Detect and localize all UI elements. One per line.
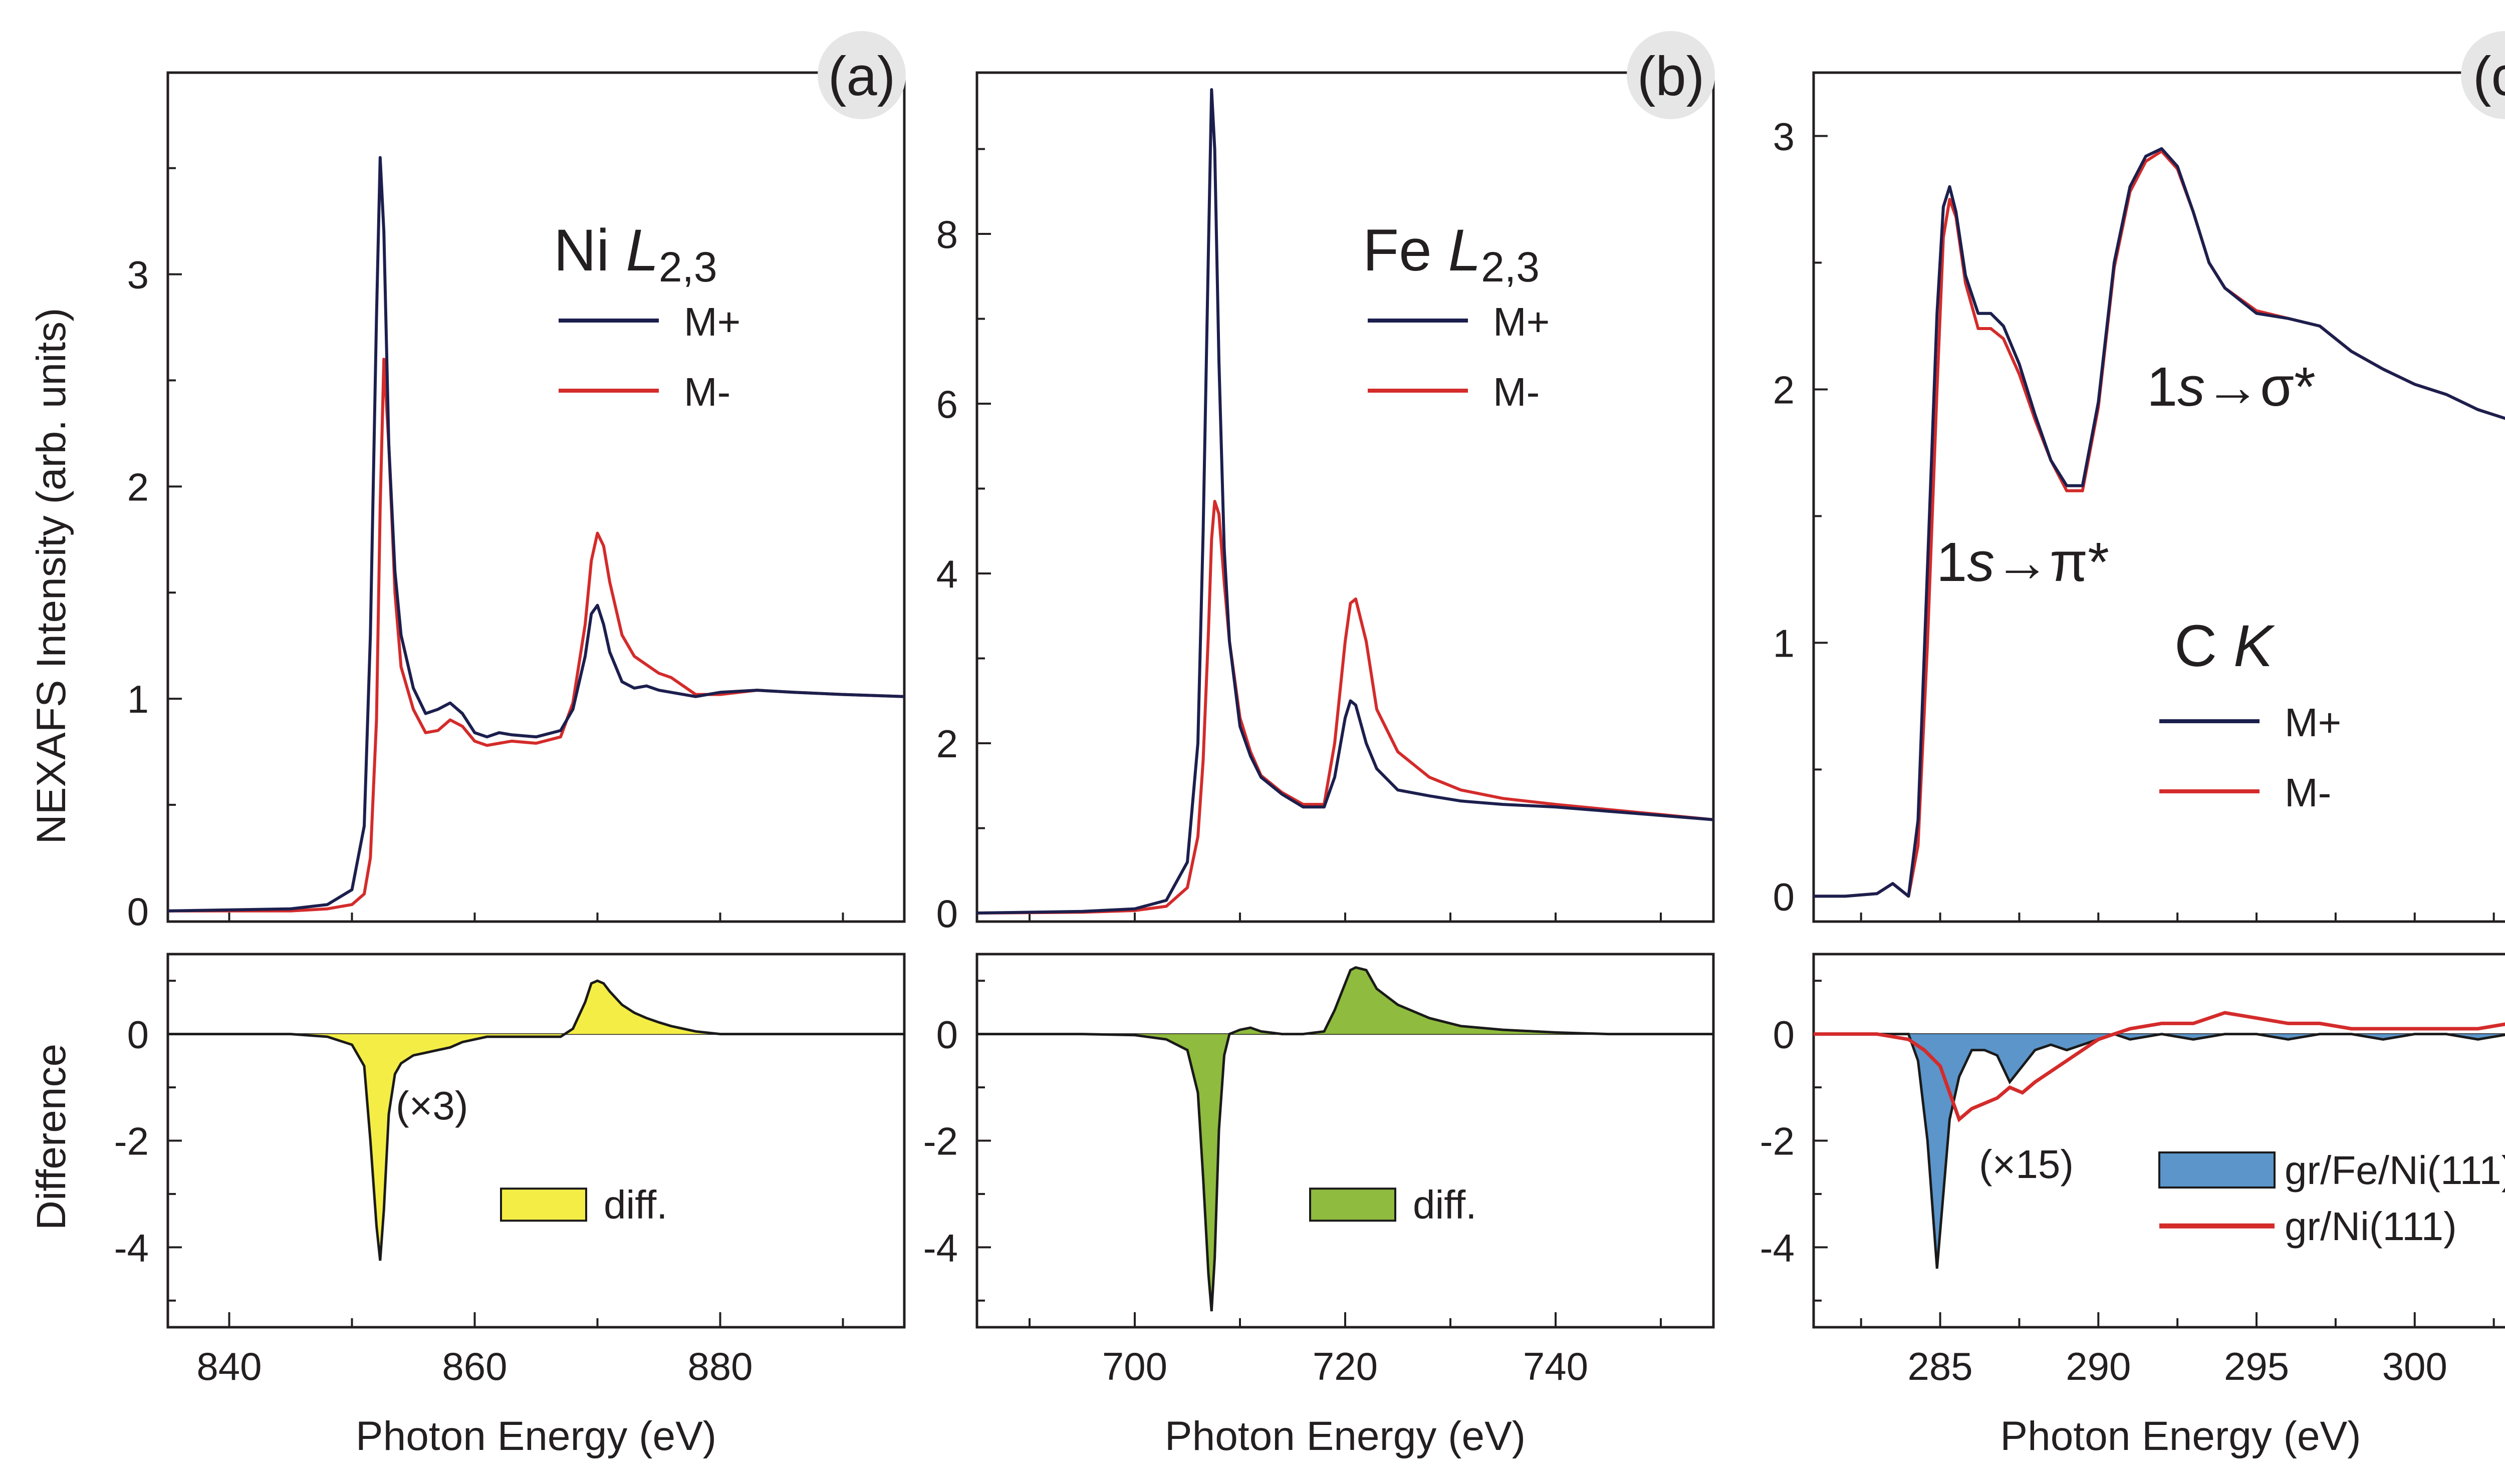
legend-label: M- bbox=[1493, 370, 1540, 414]
transition-annotation: 1s→σ* bbox=[2147, 356, 2316, 418]
difference-plot-ni: 0 -2 -4 840 860 880 Photon Energy (eV) (×3) diff… bbox=[114, 953, 906, 1459]
edge-label: C K bbox=[2174, 613, 2276, 679]
y-tick-label: -4 bbox=[1760, 1226, 1795, 1270]
legend-label: M- bbox=[2285, 770, 2331, 815]
legend-label-diff: diff. bbox=[1413, 1182, 1477, 1227]
y-tick-label: 1 bbox=[1773, 621, 1795, 665]
series-line-m-minus bbox=[1814, 149, 2505, 898]
y-tick-label: 0 bbox=[1773, 874, 1795, 919]
y-tick-label: 2 bbox=[1773, 368, 1795, 412]
y-tick-label: 3 bbox=[1773, 114, 1795, 158]
legend-swatch-gr-fe-ni bbox=[2158, 1151, 2276, 1189]
x-tick-label: 840 bbox=[196, 1344, 262, 1388]
x-tick-label: 880 bbox=[687, 1344, 753, 1388]
y-tick-label: 1 bbox=[127, 677, 149, 721]
panel-label-circle bbox=[1627, 31, 1715, 119]
legend-swatch-diff bbox=[1309, 1188, 1396, 1222]
x-tick-label: 295 bbox=[2224, 1344, 2289, 1388]
x-tick-label: 285 bbox=[1908, 1344, 1973, 1388]
x-axis-title: Photon Energy (eV) bbox=[1165, 1413, 1526, 1459]
legend-label-gr-ni: gr/Ni(111) bbox=[2285, 1204, 2457, 1249]
x-tick-label: 300 bbox=[2382, 1344, 2447, 1388]
x-tick-label: 290 bbox=[2066, 1344, 2131, 1388]
difference-plot-frame bbox=[166, 953, 906, 1329]
y-axis-title-top: NEXAFS Intensity (arb. units) bbox=[29, 308, 74, 844]
difference-line-gr-ni bbox=[1814, 1011, 2505, 1122]
y-tick-label: -4 bbox=[114, 1226, 149, 1270]
difference-plot-c: 0 -2 -4 285 290 295 300 Photon Energy (eV) (×15)… bbox=[1760, 953, 2505, 1459]
panel-ni: 0 1 2 3 (a) Ni L2,3 M+ M- 0 -2 -4 840 860 880 Photon E… bbox=[114, 31, 906, 1459]
legend-swatch-diff bbox=[500, 1188, 587, 1222]
y-tick-label: 4 bbox=[936, 552, 958, 596]
y-tick-label: -2 bbox=[923, 1119, 958, 1163]
series-line-m-minus bbox=[168, 358, 905, 913]
series-line-m-minus bbox=[976, 500, 1714, 915]
series-line-m-plus bbox=[167, 156, 905, 913]
x-axis-title: Photon Energy (eV) bbox=[2000, 1413, 2361, 1459]
y-tick-label: -4 bbox=[923, 1226, 958, 1270]
top-plot-frame bbox=[1812, 71, 2505, 923]
y-tick-label: 0 bbox=[1773, 1013, 1795, 1057]
y-axis-title-bottom: Difference bbox=[29, 1044, 74, 1230]
difference-line bbox=[168, 979, 904, 1261]
difference-area bbox=[977, 967, 1713, 1312]
legend-label: M+ bbox=[1493, 300, 1550, 344]
y-tick-label: -2 bbox=[1760, 1119, 1795, 1163]
y-tick-label: 0 bbox=[936, 892, 958, 936]
difference-line bbox=[977, 966, 1713, 1312]
x-tick-label: 700 bbox=[1102, 1344, 1167, 1388]
difference-plot-frame bbox=[1812, 953, 2505, 1329]
scale-factor-label: (×3) bbox=[396, 1083, 468, 1128]
panel-label-circle bbox=[2461, 31, 2505, 119]
y-tick-label: 0 bbox=[127, 1013, 149, 1057]
series-line-m-plus bbox=[976, 88, 1714, 915]
y-tick-label: 2 bbox=[936, 722, 958, 766]
top-plot-frame bbox=[975, 71, 1715, 923]
transition-annotation: 1s→π* bbox=[1936, 531, 2109, 593]
top-plot-c: 0 1 2 3 (c) C KM+ M- 1s→π* 1s→σ* bbox=[1773, 31, 2505, 923]
y-tick-label: 0 bbox=[936, 1013, 958, 1057]
legend-label: M+ bbox=[684, 300, 740, 344]
panel-label: (a) bbox=[828, 46, 895, 107]
x-tick-label: 860 bbox=[442, 1344, 507, 1388]
difference-line bbox=[1814, 1032, 2505, 1269]
panel-c: 0 1 2 3 (c) C KM+ M- 1s→π* 1s→σ* 0 -2 -4 285 290 295 30… bbox=[1760, 31, 2505, 1459]
top-plot-fe: 0 2 4 6 8 (b) Fe L2,3 M+ M- bbox=[936, 31, 1715, 936]
scale-factor-label: (×15) bbox=[1979, 1142, 2074, 1186]
legend-label: M- bbox=[684, 370, 730, 414]
x-tick-label: 720 bbox=[1313, 1344, 1378, 1388]
edge-label: Ni L2,3 bbox=[554, 217, 717, 290]
panel-label: (b) bbox=[1637, 46, 1704, 107]
y-tick-label: 2 bbox=[127, 465, 149, 509]
x-tick-label: 740 bbox=[1523, 1344, 1588, 1388]
legend-label: M+ bbox=[2285, 700, 2341, 745]
legend-label-diff: diff. bbox=[604, 1182, 668, 1227]
top-plot-ni: 0 1 2 3 (a) Ni L2,3 M+ M- bbox=[127, 31, 906, 934]
panel-label: (c) bbox=[2473, 46, 2505, 107]
y-tick-label: 6 bbox=[936, 382, 958, 426]
top-plot-frame bbox=[166, 71, 906, 923]
y-tick-label: 8 bbox=[936, 212, 958, 256]
panel-label-circle bbox=[818, 31, 906, 119]
panel-fe: 0 2 4 6 8 (b) Fe L2,3 M+ M- 0 -2 -4 700 720 740 Photon … bbox=[923, 31, 1715, 1459]
y-tick-label: 0 bbox=[127, 889, 149, 934]
x-axis-title: Photon Energy (eV) bbox=[356, 1413, 716, 1459]
legend-label-gr-fe-ni: gr/Fe/Ni(111) bbox=[2285, 1148, 2505, 1193]
y-tick-label: 3 bbox=[127, 253, 149, 297]
y-tick-label: -2 bbox=[114, 1119, 149, 1163]
difference-plot-fe: 0 -2 -4 700 720 740 Photon Energy (eV) diff. bbox=[923, 953, 1715, 1459]
series-line-m-plus bbox=[1814, 147, 2505, 898]
edge-label: Fe L2,3 bbox=[1363, 217, 1540, 290]
